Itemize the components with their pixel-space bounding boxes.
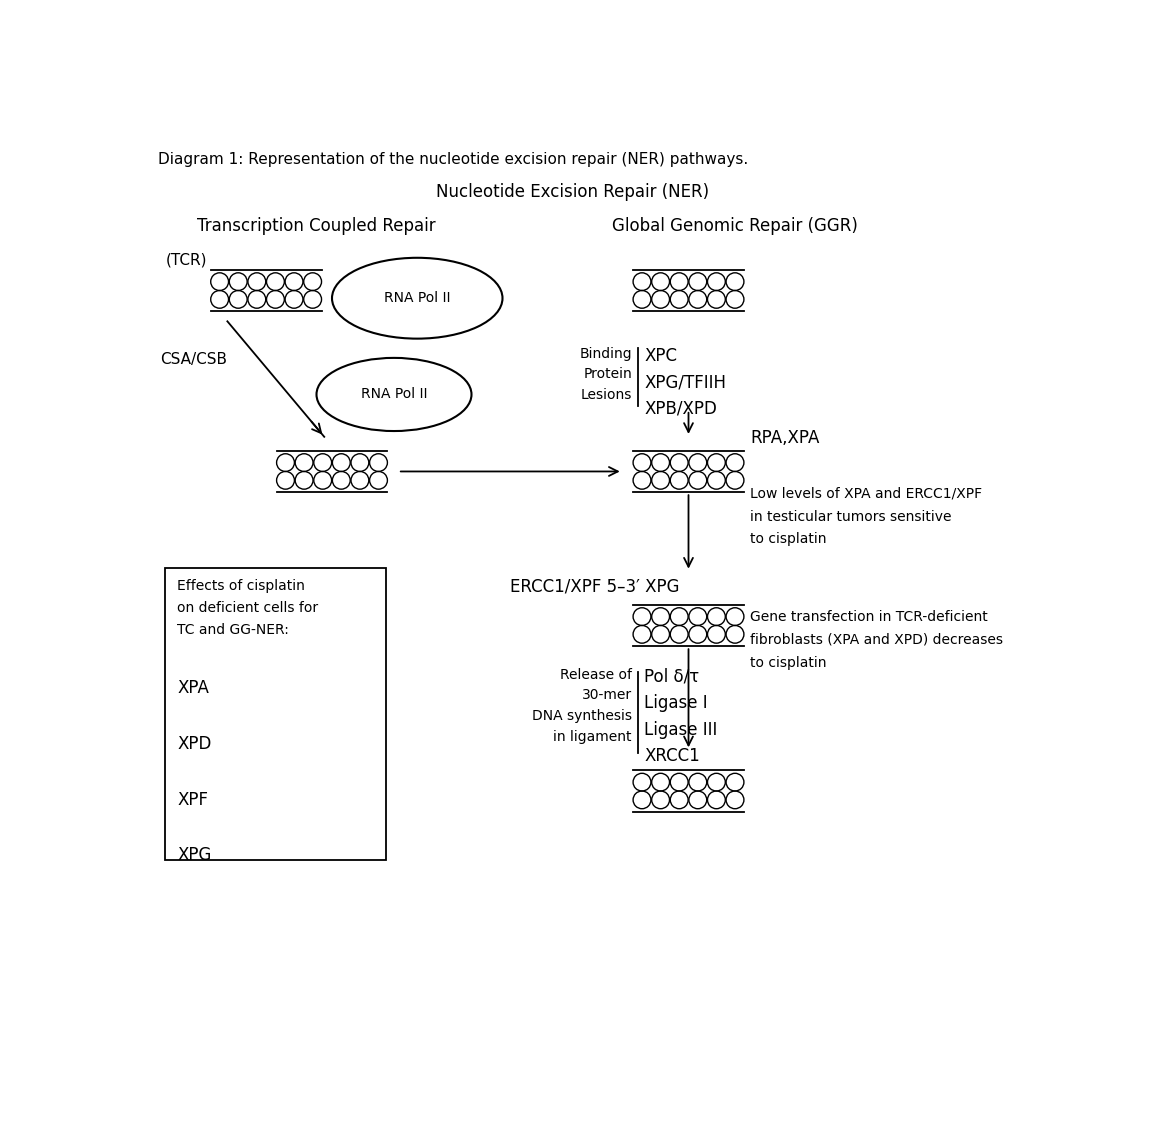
Text: Transcription Coupled Repair: Transcription Coupled Repair [197, 217, 436, 236]
Text: XPC
XPG/TFIIH
XPB/XPD: XPC XPG/TFIIH XPB/XPD [645, 347, 726, 418]
Text: XPA

XPD

XPF

XPG: XPA XPD XPF XPG [178, 680, 211, 864]
Text: Effects of cisplatin
on deficient cells for
TC and GG-NER:: Effects of cisplatin on deficient cells … [178, 579, 318, 637]
Text: (TCR): (TCR) [166, 252, 207, 267]
Text: Low levels of XPA and ERCC1/XPF
in testicular tumors sensitive
to cisplatin: Low levels of XPA and ERCC1/XPF in testi… [751, 487, 982, 547]
Text: RNA Pol II: RNA Pol II [384, 292, 451, 305]
Text: Diagram 1: Representation of the nucleotide excision repair (NER) pathways.: Diagram 1: Representation of the nucleot… [158, 152, 748, 167]
Text: RNA Pol II: RNA Pol II [361, 388, 427, 402]
Text: Release of
30-mer
DNA synthesis
in ligament: Release of 30-mer DNA synthesis in ligam… [531, 668, 632, 744]
Text: Nucleotide Excision Repair (NER): Nucleotide Excision Repair (NER) [436, 183, 709, 200]
Text: Pol δ/τ
Ligase I
Ligase III
XRCC1: Pol δ/τ Ligase I Ligase III XRCC1 [645, 668, 717, 765]
Text: RPA,XPA: RPA,XPA [751, 429, 820, 447]
Text: Global Genomic Repair (GGR): Global Genomic Repair (GGR) [612, 217, 858, 236]
FancyBboxPatch shape [166, 567, 387, 860]
Text: ERCC1/XPF 5–3′ XPG: ERCC1/XPF 5–3′ XPG [510, 578, 680, 596]
Text: CSA/CSB: CSA/CSB [160, 352, 227, 367]
Text: Binding
Protein
Lesions: Binding Protein Lesions [579, 347, 632, 402]
Text: Gene transfection in TCR-deficient
fibroblasts (XPA and XPD) decreases
to cispla: Gene transfection in TCR-deficient fibro… [751, 610, 1003, 669]
